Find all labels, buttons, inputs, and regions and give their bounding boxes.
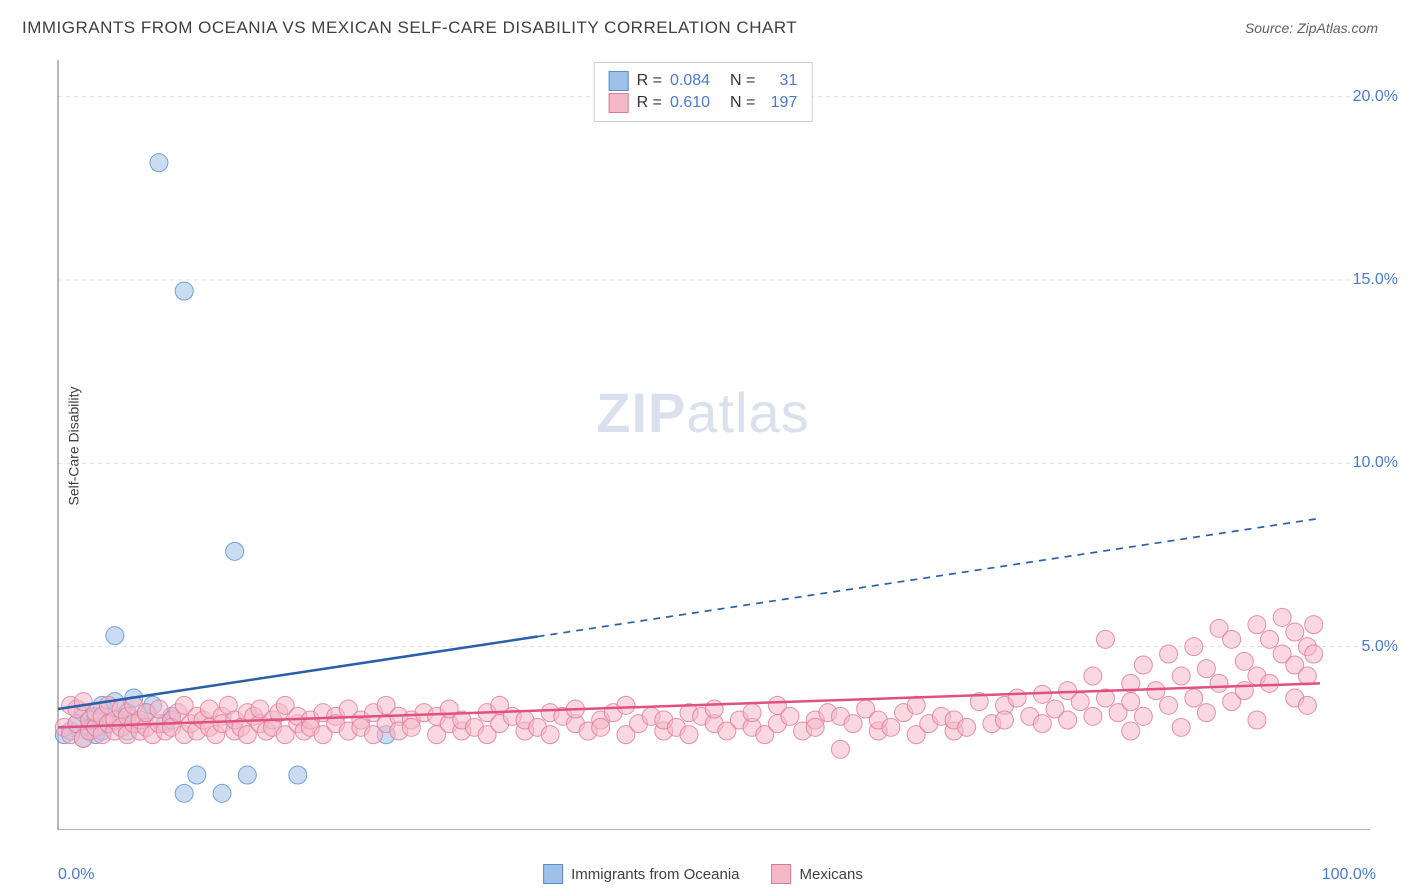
plot-area [50, 60, 1370, 830]
chart-title: IMMIGRANTS FROM OCEANIA VS MEXICAN SELF-… [22, 18, 797, 38]
legend-n-label: N = [730, 94, 755, 112]
legend-correlation-row: R = 0.610 N = 197 [609, 93, 798, 113]
legend-n-value: 31 [763, 72, 797, 90]
y-axis-tick: 20.0% [1353, 88, 1398, 106]
legend-series-item: Mexicans [772, 864, 863, 884]
chart-container: IMMIGRANTS FROM OCEANIA VS MEXICAN SELF-… [0, 0, 1406, 892]
y-axis-tick: 15.0% [1353, 271, 1398, 289]
legend-swatch-icon [609, 93, 629, 113]
legend-series-item: Immigrants from Oceania [543, 864, 739, 884]
x-axis-tick-max: 100.0% [1322, 866, 1376, 884]
legend-swatch-icon [543, 864, 563, 884]
chart-svg [50, 60, 1370, 830]
legend-correlation-row: R = 0.084 N = 31 [609, 71, 798, 91]
source-attribution: Source: ZipAtlas.com [1245, 20, 1378, 36]
series-legend: Immigrants from Oceania Mexicans [543, 864, 863, 884]
legend-r-value: 0.084 [670, 72, 722, 90]
y-axis-tick: 10.0% [1353, 454, 1398, 472]
correlation-legend: R = 0.084 N = 31 R = 0.610 N = 197 [594, 62, 813, 122]
x-axis-tick-min: 0.0% [58, 866, 94, 884]
legend-r-label: R = [637, 94, 662, 112]
legend-series-label: Mexicans [800, 866, 863, 883]
legend-swatch-icon [609, 71, 629, 91]
y-axis-tick: 5.0% [1362, 638, 1398, 656]
legend-swatch-icon [772, 864, 792, 884]
legend-n-label: N = [730, 72, 755, 90]
legend-r-label: R = [637, 72, 662, 90]
legend-series-label: Immigrants from Oceania [571, 866, 739, 883]
legend-r-value: 0.610 [670, 94, 722, 112]
legend-n-value: 197 [763, 94, 797, 112]
